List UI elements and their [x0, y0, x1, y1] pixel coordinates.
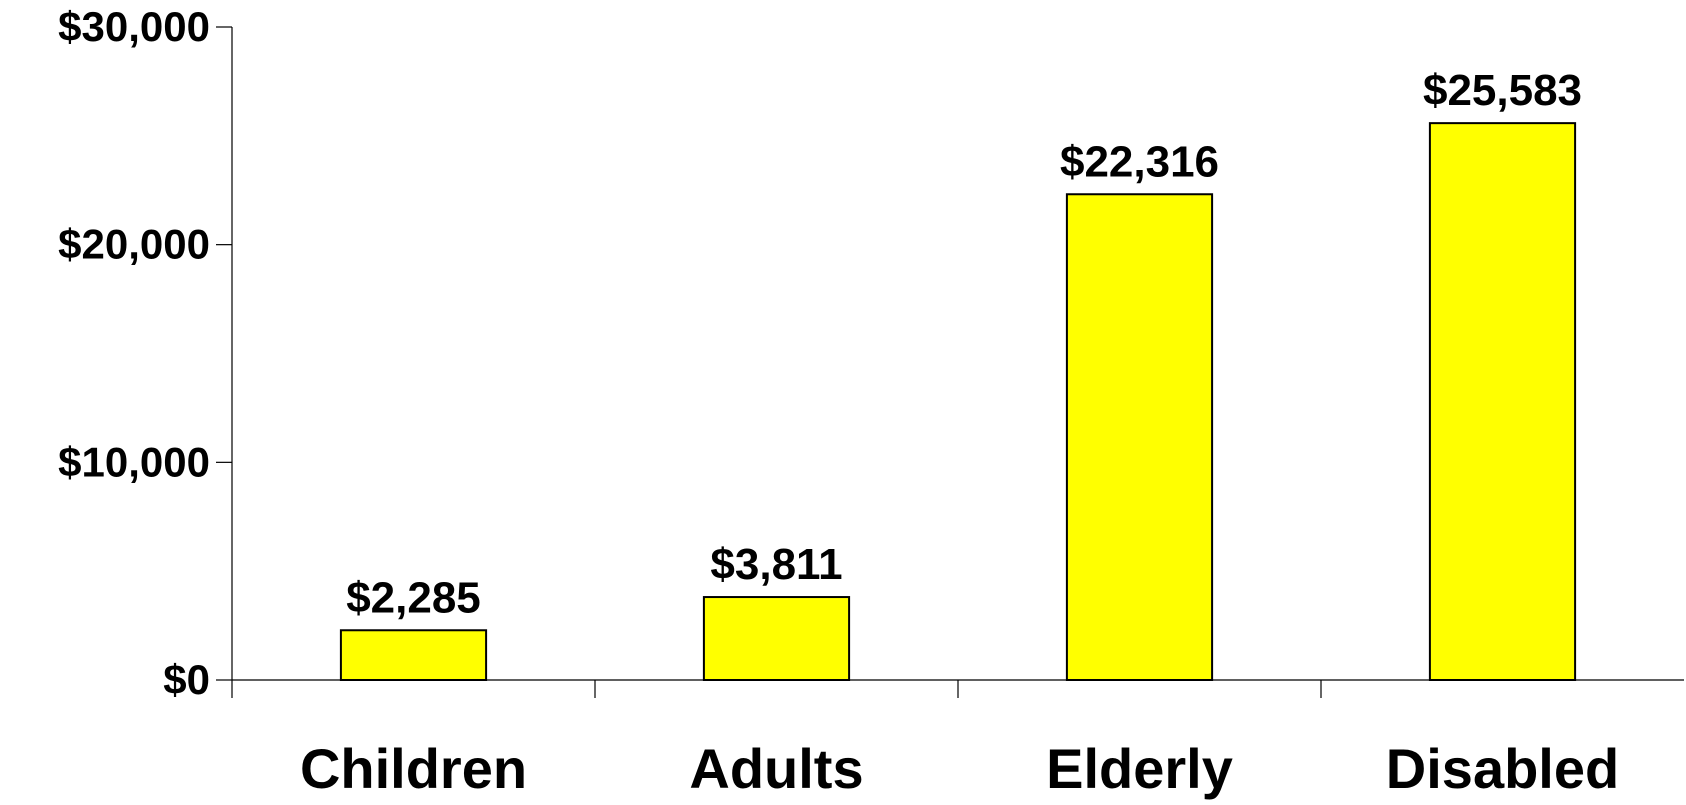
value-label-children: $2,285: [346, 573, 481, 622]
value-label-elderly: $22,316: [1060, 137, 1219, 186]
category-label-adults: Adults: [689, 737, 863, 800]
category-label-children: Children: [300, 737, 527, 800]
bar-children: [339, 629, 488, 682]
category-label-elderly: Elderly: [1046, 737, 1233, 800]
y-tick-label: $20,000: [58, 221, 210, 268]
bar-disabled: [1428, 122, 1577, 681]
bar-adults: [702, 596, 851, 682]
labels: $0 $10,000 $20,000 $30,000 $2,285 Children $3,…: [58, 3, 1619, 800]
y-tick-label: $30,000: [58, 3, 210, 50]
category-label-disabled: Disabled: [1386, 737, 1619, 800]
y-tick-label: $0: [163, 656, 210, 703]
bar-elderly: [1065, 193, 1214, 681]
y-tick-label: $10,000: [58, 438, 210, 485]
value-label-disabled: $25,583: [1423, 66, 1582, 115]
value-label-adults: $3,811: [710, 540, 842, 589]
bars: [339, 122, 1577, 682]
